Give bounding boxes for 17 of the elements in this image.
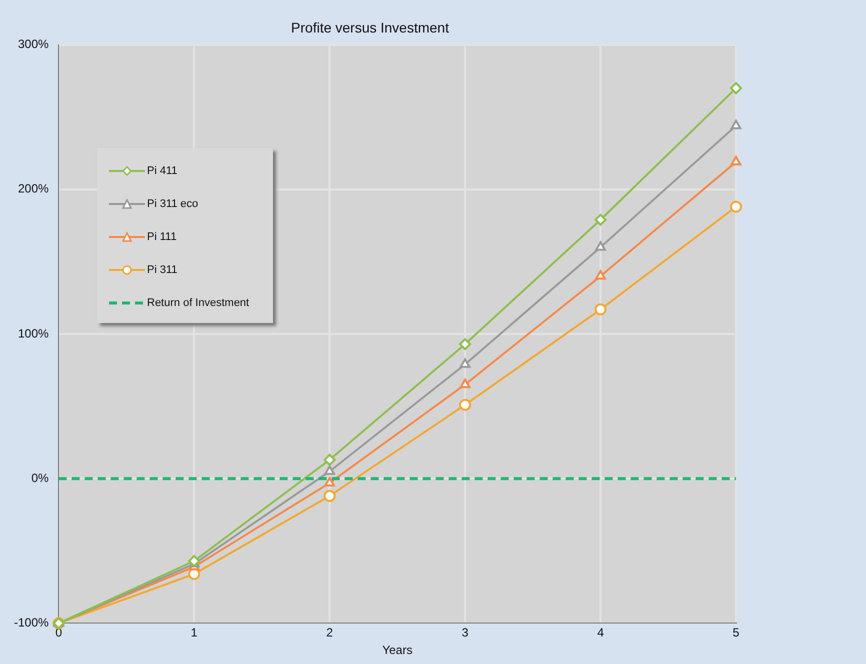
x-tick-label: 3 <box>462 626 469 640</box>
y-tick-label: 100% <box>18 326 50 340</box>
x-tick-label: 1 <box>190 626 198 640</box>
x-tick-label: 5 <box>732 626 740 640</box>
y-tick-label: -100% <box>14 616 50 630</box>
legend-label: Pi 311 <box>147 264 178 276</box>
x-axis-title: Years <box>382 643 412 658</box>
y-tick-label: 0% <box>31 470 50 485</box>
y-tick-label: 200% <box>18 182 50 196</box>
legend-label: Return of Investment <box>147 296 250 308</box>
legend-label: Pi 111 <box>147 230 177 242</box>
legend-label: Pi 311 eco <box>147 198 198 210</box>
x-tick-label: 2 <box>326 626 334 640</box>
legend-label: Pi 411 <box>147 164 178 176</box>
chart-title: Profite versus Investment <box>291 19 450 36</box>
y-tick-label: 300% <box>18 37 50 52</box>
x-tick-label: 4 <box>597 626 604 640</box>
